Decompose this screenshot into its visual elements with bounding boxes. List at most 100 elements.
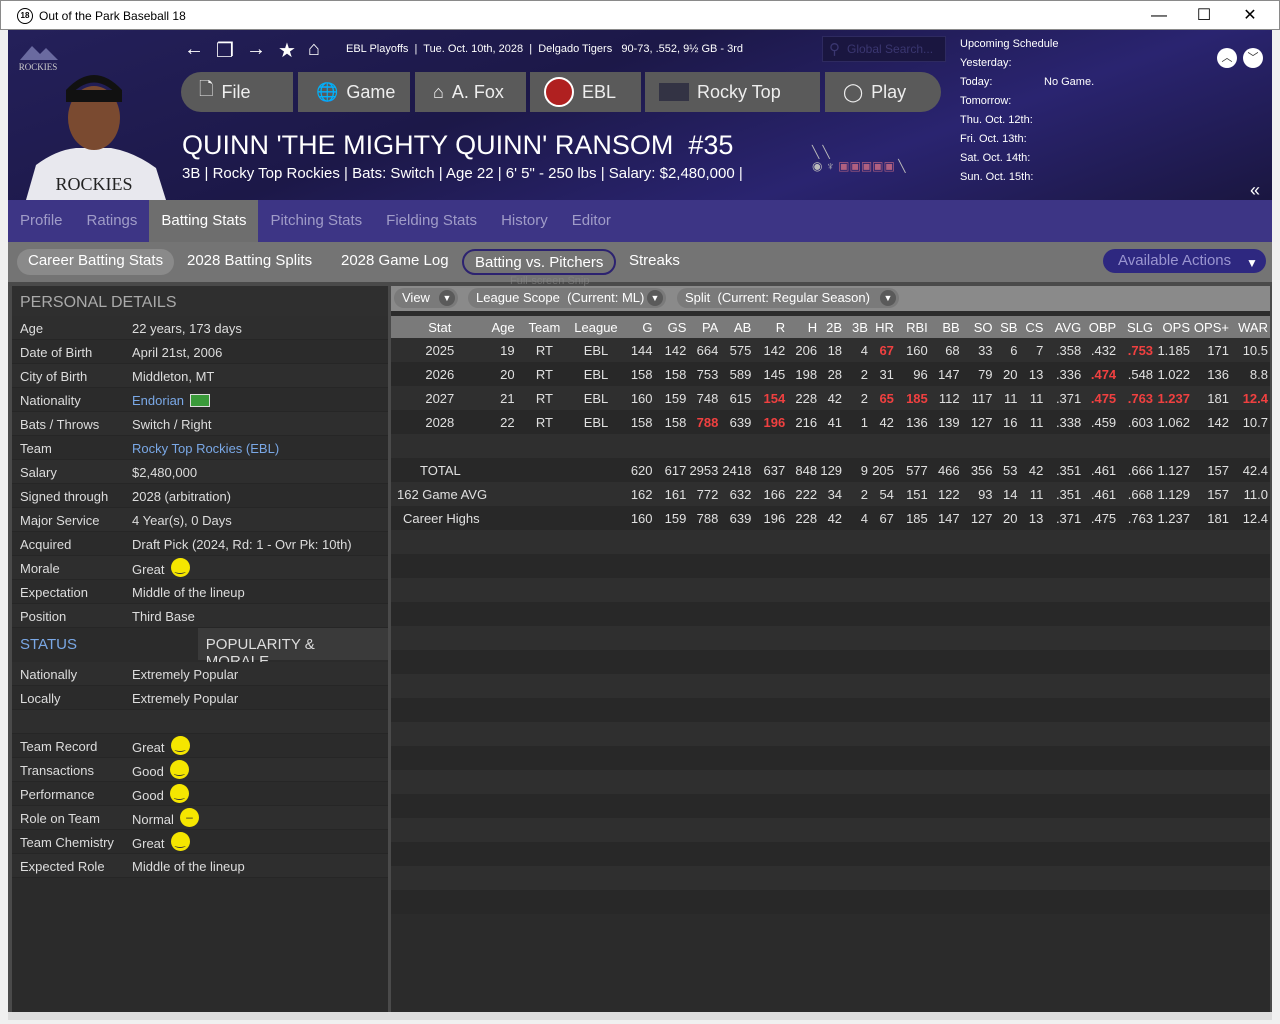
column-header-2b[interactable]: 2B	[819, 316, 845, 338]
cell-ab: 589	[720, 362, 754, 386]
global-search-input[interactable]: ⚲ Global Search...	[822, 36, 946, 62]
detail-row: City of Birth Middleton, MT	[12, 364, 388, 388]
column-header-r[interactable]: R	[753, 316, 788, 338]
detail-label: Expectation	[20, 585, 88, 600]
menu-team[interactable]: Rocky Top	[645, 72, 820, 112]
column-header-stat[interactable]: Stat	[391, 316, 491, 338]
star-icon[interactable]: ★	[277, 40, 296, 62]
column-header-3b[interactable]: 3B	[844, 316, 870, 338]
column-header-ops[interactable]: OPS	[1155, 316, 1192, 338]
tab-history[interactable]: History	[501, 212, 548, 229]
column-header-cs[interactable]: CS	[1019, 316, 1046, 338]
detail-value-wrap: Extremely Popular	[132, 691, 238, 706]
column-header-age[interactable]: Age	[490, 316, 517, 338]
cell-pa: 748	[688, 386, 721, 410]
column-header-h[interactable]: H	[787, 316, 820, 338]
cell-so: 79	[961, 362, 995, 386]
empty-row	[391, 818, 1270, 842]
subtab-game-log[interactable]: 2028 Game Log	[341, 252, 449, 269]
menu-label: File	[221, 81, 251, 102]
tab-pitching-stats[interactable]: Pitching Stats	[270, 212, 363, 229]
detail-value[interactable]: Endorian	[132, 393, 185, 408]
cell-ops: 1.237	[1155, 506, 1192, 530]
available-actions-button[interactable]: Available Actions ▼	[1103, 249, 1266, 273]
cell-age: 21	[490, 386, 517, 410]
close-button[interactable]: ✕	[1243, 7, 1257, 24]
empty-cell	[391, 818, 1270, 842]
table-row[interactable]: Career Highs 160 159 788 639 196 228 42 4 67 185 14…	[391, 506, 1270, 530]
column-header-league[interactable]: League	[574, 316, 620, 338]
column-header-avg[interactable]: AVG	[1045, 316, 1084, 338]
table-row[interactable]: 162 Game AVG 162 161 772 632 166 222 34 2 54 151 12…	[391, 482, 1270, 506]
detail-row: Performance Good ‿	[12, 782, 388, 806]
schedule-up-button[interactable]: ︿	[1217, 48, 1237, 68]
menu-play[interactable]: ◯ Play	[825, 72, 941, 112]
team-logo[interactable]: ROCKIES	[12, 38, 64, 74]
column-header-ops[interactable]: OPS+	[1192, 316, 1231, 338]
table-row[interactable]: TOTAL 620 617 2953 2418 637 848 129 9 205 577 466 35…	[391, 458, 1270, 482]
column-header-g[interactable]: G	[619, 316, 655, 338]
column-header-slg[interactable]: SLG	[1118, 316, 1156, 338]
table-row[interactable]	[391, 434, 1270, 458]
cell-hr: 67	[869, 338, 896, 362]
cell-pa: 788	[688, 506, 721, 530]
cell-ops: 157	[1192, 482, 1231, 506]
table-row[interactable]: 2027 21 RT EBL 160 159 748 615 154 228 42 2 65 185 112…	[391, 386, 1270, 410]
cell-ops: 1.185	[1155, 338, 1192, 362]
cell-so	[961, 434, 995, 458]
detail-value[interactable]: Rocky Top Rockies (EBL)	[132, 441, 280, 456]
subtab-career-batting-stats[interactable]: Career Batting Stats	[17, 249, 175, 275]
column-header-so[interactable]: SO	[961, 316, 995, 338]
chevron-down-icon: ▼	[880, 290, 896, 306]
cell-ops: 157	[1192, 458, 1231, 482]
cell-ab: 639	[720, 506, 754, 530]
detail-value-wrap: Rocky Top Rockies (EBL)	[132, 441, 279, 456]
detail-value: Extremely Popular	[132, 691, 239, 706]
subtab-streaks[interactable]: Streaks	[629, 252, 680, 269]
column-header-ab[interactable]: AB	[720, 316, 754, 338]
menu-manager[interactable]: ⌂ A. Fox	[415, 72, 526, 112]
schedule-down-button[interactable]: ﹀	[1243, 48, 1263, 68]
menu-game[interactable]: 🌐 Game	[298, 72, 410, 112]
tab-ratings[interactable]: Ratings	[86, 212, 138, 229]
table-row[interactable]: 2026 20 RT EBL 158 158 753 589 145 198 28 2 31 96 147 7…	[391, 362, 1270, 386]
column-header-rbi[interactable]: RBI	[895, 316, 930, 338]
back-arrow-icon[interactable]: ←	[184, 38, 204, 60]
column-header-war[interactable]: WAR	[1230, 316, 1270, 338]
cell-avg: .336	[1045, 362, 1084, 386]
view-dropdown[interactable]: View ▼	[394, 288, 458, 308]
forward-arrow-icon[interactable]: →	[245, 38, 266, 60]
copy-icon[interactable]: ❐	[216, 40, 234, 62]
app-logo: 18	[17, 8, 33, 24]
column-header-obp[interactable]: OBP	[1083, 316, 1119, 338]
split-dropdown[interactable]: Split (Current: Regular Season) ▼	[677, 288, 899, 308]
league-scope-dropdown[interactable]: League Scope (Current: ML) ▼	[468, 288, 666, 308]
home-icon[interactable]: ⌂	[307, 38, 320, 60]
column-header-sb[interactable]: SB	[994, 316, 1020, 338]
column-header-hr[interactable]: HR	[869, 316, 896, 338]
column-header-gs[interactable]: GS	[654, 316, 689, 338]
collapse-panel-icon[interactable]: «	[1250, 180, 1261, 200]
tab-profile[interactable]: Profile	[20, 212, 63, 229]
tab-fielding-stats[interactable]: Fielding Stats	[386, 212, 478, 229]
tab-batting-stats[interactable]: Batting Stats	[149, 200, 259, 242]
empty-row	[391, 554, 1270, 578]
subtab-batting-splits[interactable]: 2028 Batting Splits	[187, 252, 313, 269]
tab-editor[interactable]: Editor	[571, 212, 611, 229]
cell-hr: 54	[869, 482, 896, 506]
table-row[interactable]: 2028 22 RT EBL 158 158 788 639 196 216 41 1 42 136 139…	[391, 410, 1270, 434]
subtab-batting-vs-pitchers[interactable]: Batting vs. Pitchers	[462, 249, 617, 275]
cell-g: 162	[619, 482, 655, 506]
minimize-button[interactable]: —	[1151, 7, 1167, 24]
table-row[interactable]: 2025 19 RT EBL 144 142 664 575 142 206 18 4 67 160 68 3…	[391, 338, 1270, 362]
schedule-day: Fri. Oct. 13th:	[960, 133, 1027, 145]
maximize-button[interactable]: ☐	[1196, 7, 1212, 24]
cell-obp: .461	[1083, 458, 1119, 482]
column-header-team[interactable]: Team	[516, 316, 575, 338]
tab-popularity-morale[interactable]: POPULARITY & MORALE	[197, 628, 388, 670]
menu-league[interactable]: EBL	[530, 72, 641, 112]
column-header-bb[interactable]: BB	[929, 316, 962, 338]
column-header-pa[interactable]: PA	[688, 316, 721, 338]
tab-status[interactable]: STATUS	[12, 628, 198, 660]
menu-file[interactable]: 🗋 File	[181, 72, 293, 112]
